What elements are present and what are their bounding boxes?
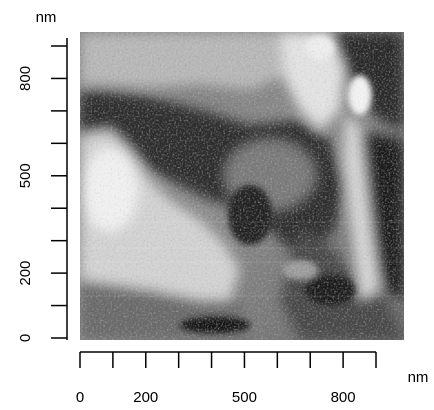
afm-micrograph: [80, 32, 404, 340]
micrograph-tone-layer: [80, 32, 404, 340]
x-tick-label: 200: [133, 389, 158, 406]
x-axis-unit: nm: [408, 369, 429, 386]
y-axis: 0 200 500 800 nm: [17, 9, 68, 342]
y-axis-unit: nm: [36, 9, 57, 26]
y-tick-label: 500: [17, 163, 34, 188]
y-tick-label: 200: [17, 261, 34, 286]
x-tick-label: 500: [232, 389, 257, 406]
y-tick-label: 0: [17, 334, 34, 342]
x-tick-label: 800: [331, 389, 356, 406]
x-axis: 0 200 500 800 nm: [76, 351, 429, 406]
y-tick-label: 800: [17, 66, 34, 91]
x-tick-label: 0: [76, 389, 84, 406]
